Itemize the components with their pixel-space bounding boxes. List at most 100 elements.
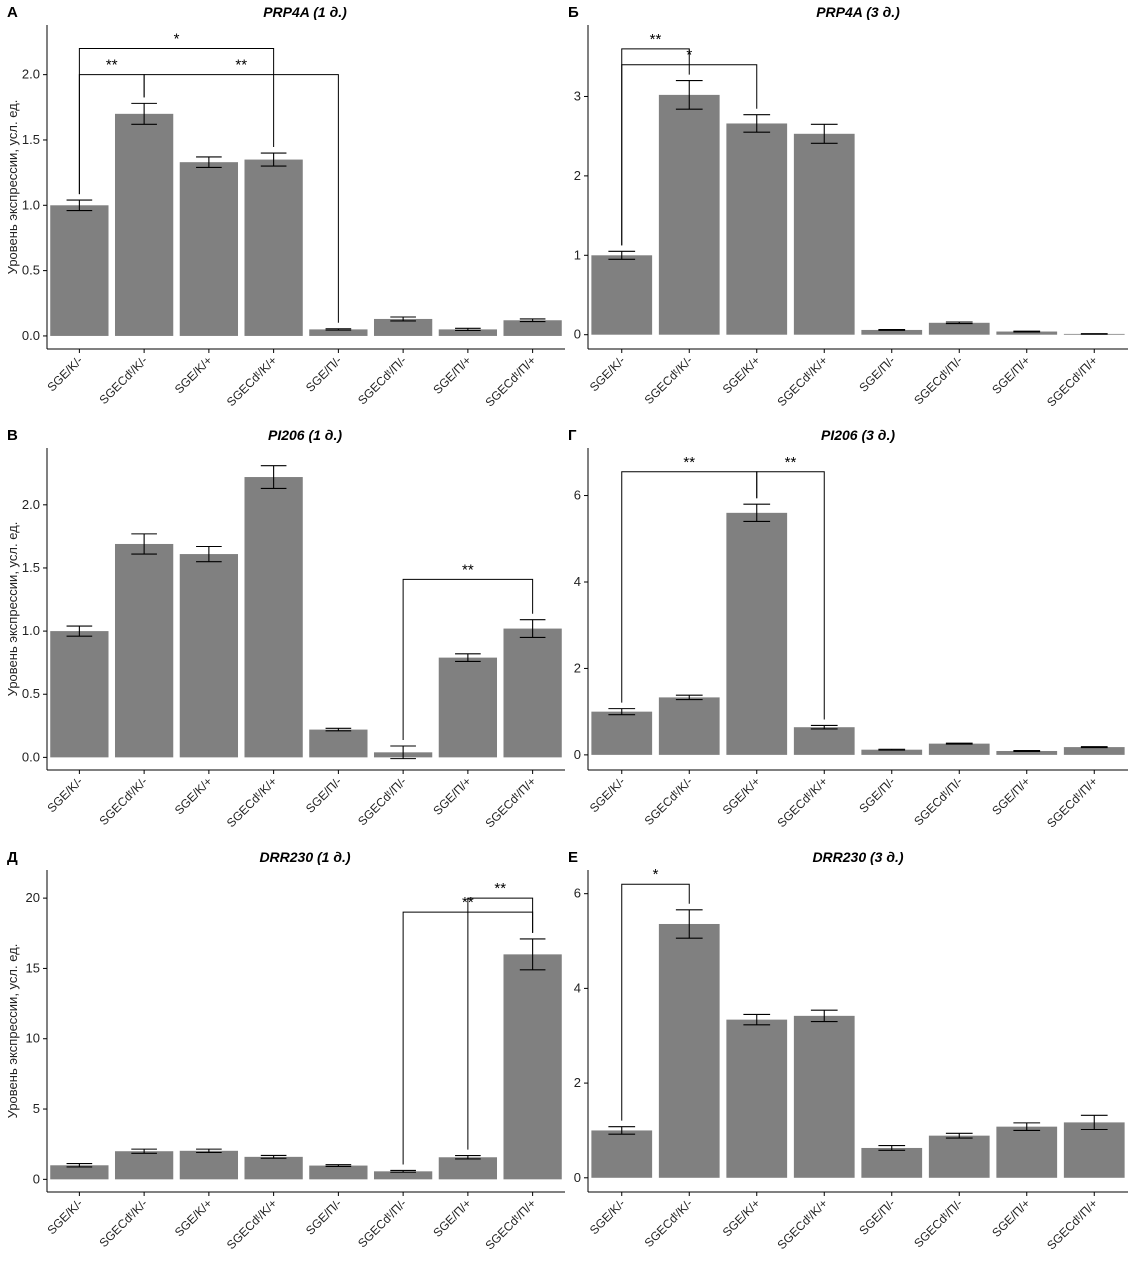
x-tick-label: SGE/K/- — [44, 774, 85, 815]
bracket-line — [756, 471, 825, 720]
bracket-line — [402, 578, 534, 741]
significance-label: ** — [462, 561, 474, 578]
y-tick-label: 2 — [574, 1075, 581, 1090]
x-tick-label: SGE/K/+ — [172, 1196, 215, 1239]
x-tick-label: SGECdᵗ/K/- — [97, 353, 151, 407]
bar — [114, 1151, 174, 1180]
x-tick-label: SGECdᵗ/K/+ — [775, 353, 831, 409]
x-tick-label: SGECdᵗ/K/+ — [224, 353, 280, 409]
bar — [591, 255, 653, 335]
x-tick-label: SGE/K/- — [44, 353, 85, 394]
error-bar — [945, 1132, 973, 1139]
panel-label: Е — [568, 849, 578, 866]
bar — [928, 322, 990, 335]
bar — [793, 133, 855, 335]
y-tick-label: 1.5 — [22, 560, 40, 575]
error-bar — [131, 102, 157, 125]
error-bar — [878, 748, 906, 751]
x-tick-label: SGECdᵗ/П/- — [355, 774, 409, 828]
chart-panel-1: А PRP4A (1 д.) Уровень экспрессии, усл. ед… — [5, 4, 565, 410]
error-bar — [743, 503, 771, 523]
error-bar — [131, 1148, 157, 1154]
error-bar — [1013, 330, 1041, 333]
error-bar — [66, 1163, 93, 1168]
error-bar — [810, 1009, 838, 1023]
y-tick-label: 0.5 — [22, 263, 40, 278]
x-tick-label: SGECdᵗ/П/+ — [1044, 353, 1100, 409]
error-bar — [675, 694, 703, 701]
significance-label: ** — [683, 454, 695, 471]
error-bar — [743, 1013, 771, 1026]
chart-title: DRR230 (1 д.) — [259, 849, 350, 865]
bar — [244, 159, 303, 336]
bar — [179, 162, 239, 336]
x-tick-label: SGECdᵗ/K/+ — [224, 774, 280, 830]
error-bar — [260, 465, 287, 489]
y-tick-label: 6 — [574, 886, 581, 901]
y-tick-label: 20 — [26, 890, 40, 905]
y-tick-label: 4 — [574, 980, 581, 995]
y-tick-label: 2 — [574, 660, 581, 675]
bar — [861, 1147, 923, 1178]
error-bar — [519, 318, 546, 323]
chart-panel-4: Г PI206 (3 д.) 0 2 4 6 SGE/K/- SGECdᵗ/K/- SGE/K/… — [568, 427, 1128, 831]
x-tick-label: SGE/П/+ — [989, 353, 1033, 397]
error-bar — [519, 938, 546, 971]
error-bar — [608, 708, 636, 716]
bar — [438, 657, 498, 758]
bar — [438, 1157, 498, 1180]
bar — [591, 711, 653, 755]
bar — [179, 554, 239, 758]
error-bar — [608, 250, 636, 260]
error-bar — [325, 727, 352, 732]
significance-bracket: ** — [402, 561, 534, 741]
x-tick-label: SGE/K/- — [587, 1196, 628, 1237]
error-bar — [1013, 750, 1041, 752]
error-bar — [743, 114, 771, 133]
y-tick-label: 0 — [33, 1171, 40, 1186]
error-bar — [878, 328, 906, 331]
y-tick-label: 0 — [574, 1170, 581, 1185]
bar — [726, 1019, 788, 1178]
error-bar — [1080, 1114, 1108, 1131]
bar — [503, 628, 562, 758]
bar — [114, 543, 174, 758]
bar — [503, 320, 562, 336]
y-tick-label: 6 — [574, 488, 581, 503]
significance-bracket: ** — [467, 880, 534, 1150]
bar — [996, 331, 1058, 335]
bar — [996, 750, 1058, 755]
bracket-line — [143, 74, 339, 323]
chart-panel-6: Е DRR230 (3 д.) 0 2 4 6 SGE/K/- SGECdᵗ/K/- SGE/K… — [568, 849, 1128, 1253]
x-tick-label: SGECdᵗ/K/- — [642, 353, 696, 407]
error-bar — [390, 316, 416, 322]
significance-bracket: * — [621, 47, 758, 246]
x-tick-label: SGECdᵗ/П/+ — [482, 353, 538, 409]
bar — [438, 329, 498, 336]
significance-bracket: ** — [143, 57, 339, 323]
y-tick-label: 0 — [574, 327, 581, 342]
bar — [244, 477, 303, 758]
bar — [928, 743, 990, 755]
y-tick-label: 15 — [26, 960, 40, 975]
bar — [658, 923, 720, 1178]
x-tick-label: SGE/K/- — [587, 353, 628, 394]
x-tick-label: SGECdᵗ/П/- — [355, 353, 409, 407]
bar — [658, 94, 720, 335]
x-tick-label: SGE/П/- — [303, 353, 344, 394]
y-tick-label: 0.5 — [22, 686, 40, 701]
error-bar — [810, 724, 838, 730]
y-tick-label: 1.0 — [22, 197, 40, 212]
x-tick-label: SGECdᵗ/K/+ — [775, 774, 831, 830]
x-tick-label: SGECdᵗ/П/- — [355, 1196, 409, 1250]
x-tick-label: SGE/П/+ — [989, 1196, 1033, 1240]
significance-label: ** — [106, 57, 118, 74]
x-tick-label: SGECdᵗ/K/- — [97, 1196, 151, 1250]
chart-title: PI206 (3 д.) — [821, 427, 895, 443]
x-tick-label: SGE/П/- — [303, 1196, 344, 1237]
bar — [658, 697, 720, 755]
x-tick-label: SGE/K/+ — [172, 353, 215, 396]
error-bar — [260, 1154, 287, 1159]
x-tick-label: SGE/П/- — [856, 353, 897, 394]
x-tick-label: SGE/K/+ — [720, 774, 763, 817]
